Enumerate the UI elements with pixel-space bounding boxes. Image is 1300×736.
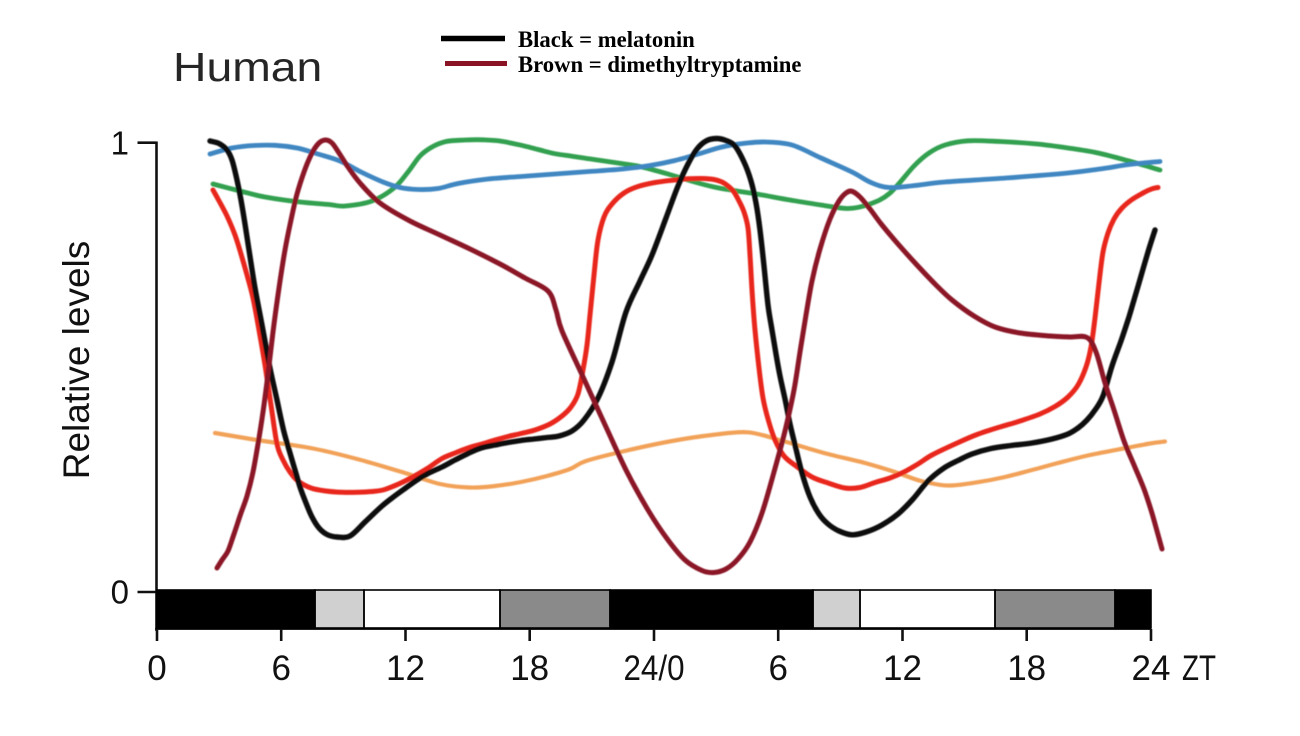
svg-text:24/0: 24/0 <box>624 649 685 688</box>
svg-text:1: 1 <box>111 125 129 162</box>
svg-text:0: 0 <box>111 574 129 611</box>
svg-text:6: 6 <box>768 649 787 688</box>
svg-text:Relative levels: Relative levels <box>56 241 97 480</box>
svg-text:12: 12 <box>883 649 922 688</box>
svg-text:Black = melatonin: Black = melatonin <box>518 27 695 52</box>
svg-text:Brown = dimethyltryptamine: Brown = dimethyltryptamine <box>518 52 802 77</box>
svg-text:Human: Human <box>173 44 322 90</box>
svg-text:18: 18 <box>510 649 549 688</box>
svg-text:ZT: ZT <box>1182 649 1216 688</box>
svg-text:0: 0 <box>147 649 166 688</box>
svg-text:18: 18 <box>1007 649 1046 688</box>
svg-text:24: 24 <box>1132 649 1171 688</box>
svg-text:6: 6 <box>271 649 290 688</box>
svg-text:12: 12 <box>386 649 425 688</box>
